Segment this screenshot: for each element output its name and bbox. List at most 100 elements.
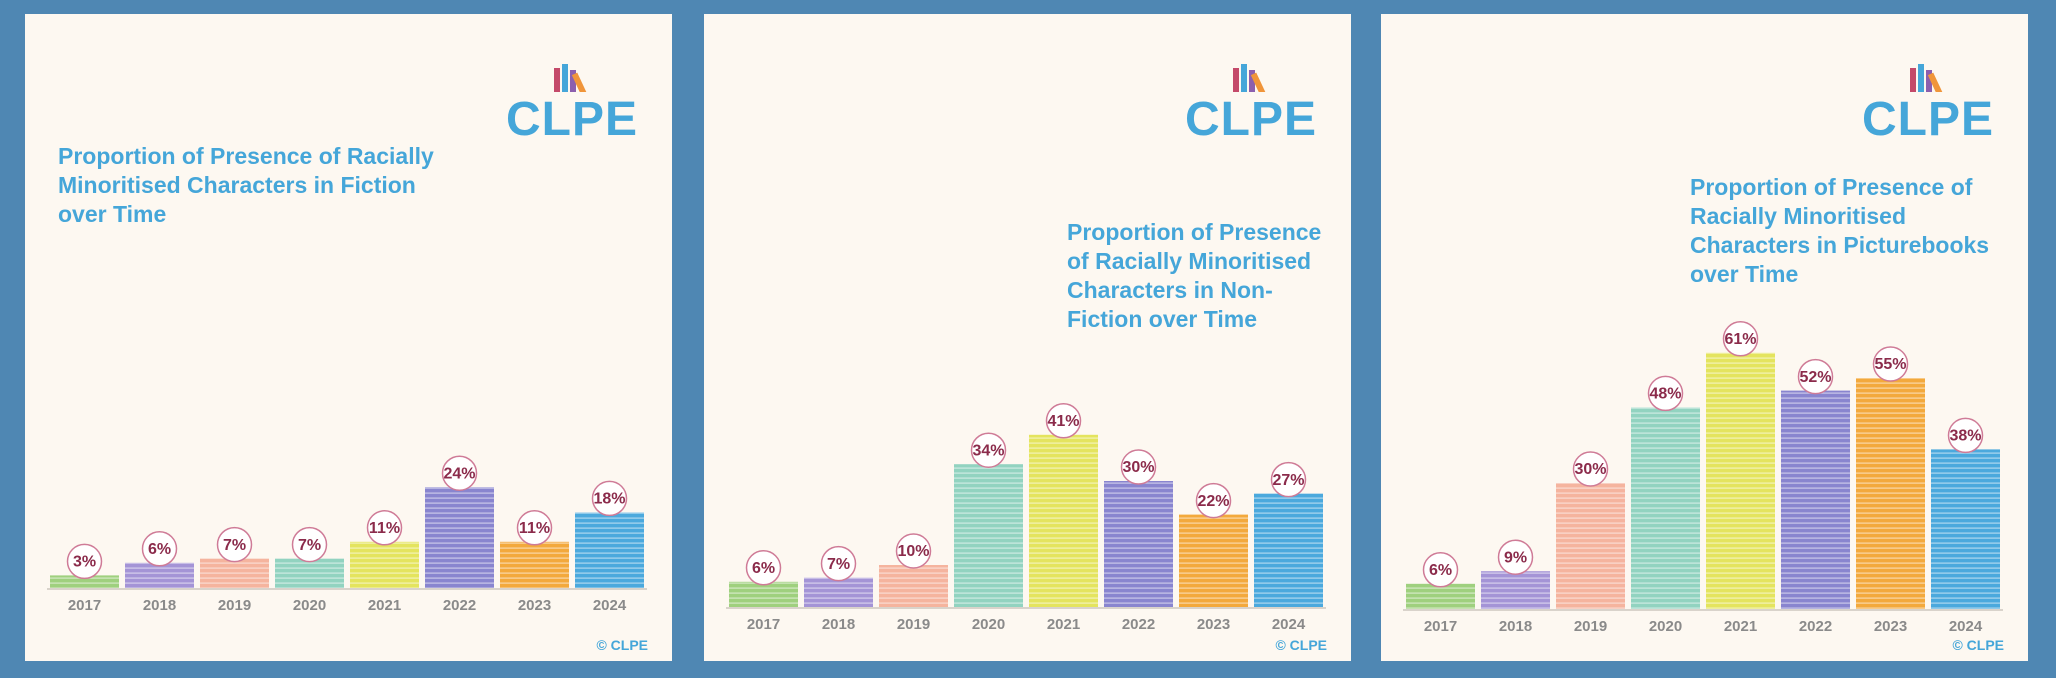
value-label: 55% — [1874, 356, 1906, 373]
bar-texture — [1104, 481, 1173, 607]
bar-texture — [200, 558, 269, 588]
chart-title: Proportion of Presence of Racially Minor… — [58, 143, 434, 227]
label-badge — [141, 531, 178, 567]
x-tick-label: 2022 — [443, 597, 476, 614]
value-label: 11% — [369, 520, 400, 537]
bar-texture — [1856, 378, 1925, 609]
label-badge — [216, 526, 253, 563]
bar-texture — [1631, 407, 1700, 609]
logo-books — [553, 64, 587, 92]
label-badge — [1572, 451, 1609, 487]
x-tick-label: 2019 — [897, 616, 930, 633]
value-label: 34% — [972, 442, 1004, 459]
value-label: 6% — [1429, 562, 1452, 579]
bar-texture — [1481, 571, 1550, 609]
bar-texture — [275, 558, 344, 588]
x-tick-label: 2023 — [518, 597, 551, 614]
bar-texture — [1781, 390, 1850, 609]
logo-books — [1909, 64, 1943, 92]
x-tick-label: 2021 — [1047, 616, 1080, 633]
chart: 6% 2017 7% 2018 10% 2019 34% 2020 41% 2021 30% 2022… — [726, 403, 1326, 633]
credit: © CLPE — [596, 637, 648, 653]
x-tick-label: 2019 — [218, 597, 251, 614]
bar-texture — [1406, 583, 1475, 609]
label-badge — [1270, 461, 1307, 498]
value-label: 6% — [752, 560, 775, 577]
label-badge — [591, 480, 628, 517]
label-badge — [1797, 358, 1834, 395]
bar-texture — [425, 487, 494, 588]
bar-texture — [125, 562, 194, 588]
x-tick-label: 2020 — [972, 616, 1005, 633]
value-label: 9% — [1504, 549, 1527, 566]
bar-texture — [804, 577, 873, 607]
label-badge — [1422, 552, 1459, 588]
value-label: 18% — [593, 491, 625, 508]
x-tick-label: 2017 — [1424, 618, 1457, 635]
bar-texture — [500, 541, 569, 588]
credit: © CLPE — [1952, 637, 2004, 653]
chart-title: Proportion of Presence of Racially Minor… — [1690, 174, 1990, 287]
x-tick-label: 2023 — [1197, 616, 1230, 633]
label-badge — [895, 533, 932, 569]
value-label: 7% — [223, 537, 246, 554]
bar-texture — [1179, 514, 1248, 607]
logo: CLPE — [506, 64, 638, 147]
chart-title: Proportion of Presence of Racially Minor… — [1067, 219, 1322, 332]
label-badge — [745, 550, 782, 586]
chart: 6% 2017 9% 2018 30% 2019 48% 2020 61% 2021 52% 2022… — [1403, 321, 2003, 635]
x-tick-label: 2024 — [1949, 618, 1983, 635]
x-tick-label: 2021 — [368, 597, 401, 614]
logo-text: CLPE — [1861, 93, 1994, 146]
x-tick-label: 2019 — [1574, 618, 1607, 635]
label-badge — [516, 510, 553, 546]
label-badge — [820, 545, 857, 582]
label-badge — [291, 526, 328, 563]
label-badge — [970, 432, 1007, 468]
logo-text: CLPE — [1184, 93, 1317, 146]
label-badge — [1722, 321, 1759, 357]
bar-texture — [729, 581, 798, 607]
value-label: 27% — [1272, 472, 1304, 489]
x-tick-label: 2024 — [593, 597, 627, 614]
x-tick-label: 2023 — [1874, 618, 1907, 635]
panel: Proportion of Presence of Racially Minor… — [25, 14, 672, 661]
value-label: 52% — [1799, 369, 1831, 386]
label-badge — [1497, 539, 1534, 575]
bar-texture — [954, 464, 1023, 607]
logo: CLPE — [1862, 64, 1994, 147]
bar-texture — [50, 575, 119, 588]
x-tick-label: 2018 — [1499, 618, 1532, 635]
x-tick-label: 2020 — [1649, 618, 1682, 635]
logo-text: CLPE — [505, 93, 638, 146]
value-label: 10% — [897, 543, 929, 560]
panel: Proportion of Presence of Racially Minor… — [704, 14, 1351, 661]
bar-texture — [350, 541, 419, 588]
value-label: 30% — [1574, 461, 1606, 478]
x-tick-label: 2022 — [1799, 618, 1832, 635]
bar-texture — [575, 512, 644, 588]
label-badge — [1045, 403, 1082, 439]
value-label: 22% — [1197, 493, 1229, 510]
x-tick-label: 2018 — [143, 597, 176, 614]
label-badge — [1947, 417, 1984, 454]
x-tick-label: 2024 — [1272, 616, 1306, 633]
label-badge — [1872, 346, 1909, 382]
logo: CLPE — [1185, 64, 1317, 147]
logo-books — [1232, 64, 1266, 92]
value-label: 11% — [519, 520, 550, 537]
x-tick-label: 2017 — [747, 616, 780, 633]
x-tick-label: 2020 — [293, 597, 326, 614]
value-label: 38% — [1949, 428, 1981, 445]
x-tick-label: 2017 — [68, 597, 101, 614]
value-label: 7% — [827, 556, 850, 573]
x-tick-label: 2022 — [1122, 616, 1155, 633]
value-label: 3% — [73, 554, 96, 571]
value-label: 30% — [1122, 459, 1154, 476]
label-badge — [66, 543, 103, 580]
value-label: 61% — [1724, 331, 1756, 348]
bar-texture — [1029, 434, 1098, 607]
bar-texture — [1254, 493, 1323, 607]
x-tick-label: 2018 — [822, 616, 855, 633]
